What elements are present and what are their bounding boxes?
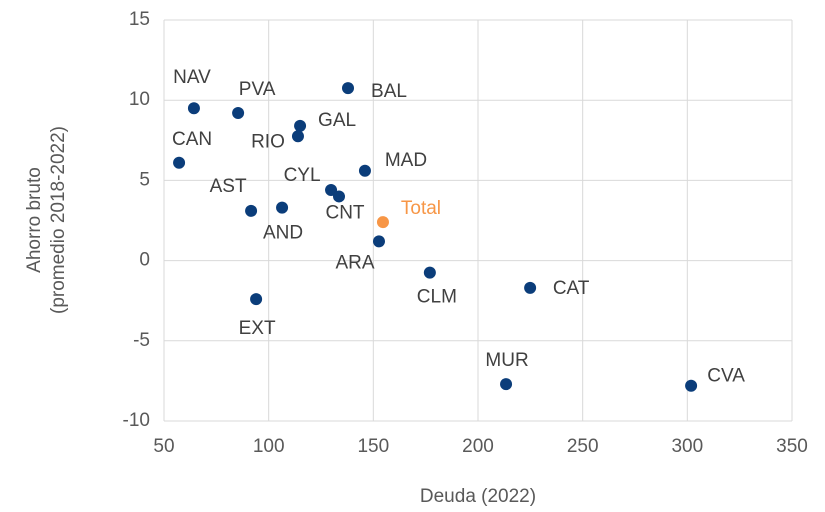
y-axis-label: (promedio 2018-2022)	[48, 126, 69, 314]
y-tick-label: 15	[129, 9, 150, 30]
point	[291, 130, 304, 143]
x-axis-label: Deuda (2022)	[420, 486, 536, 507]
x-tick-label: 300	[671, 436, 703, 457]
point-label: CAT	[553, 278, 590, 299]
x-tick-label: 200	[462, 436, 494, 457]
point-label: CVA	[707, 366, 745, 387]
y-tick-label: 10	[129, 89, 150, 110]
point	[325, 184, 338, 197]
point-label: CNT	[325, 202, 364, 223]
point	[187, 102, 200, 115]
point-label: CAN	[172, 129, 212, 150]
point	[423, 266, 436, 279]
point-label: Total	[401, 198, 441, 219]
point	[500, 378, 513, 391]
x-tick-label: 50	[153, 436, 174, 457]
point-label: ARA	[335, 252, 374, 273]
point	[358, 164, 371, 177]
point	[173, 156, 186, 169]
point-label: MUR	[485, 350, 528, 371]
x-tick-label: 100	[253, 436, 285, 457]
y-tick-label: -5	[133, 330, 150, 351]
point	[685, 379, 698, 392]
point-label: CLM	[417, 287, 457, 308]
point	[376, 216, 389, 229]
point-label: AST	[210, 176, 247, 197]
point-label: PVA	[239, 79, 276, 100]
y-tick-label: 0	[139, 250, 150, 271]
point-label: GAL	[318, 110, 356, 131]
point	[245, 204, 258, 217]
point-label: AND	[263, 223, 303, 244]
point-label: EXT	[239, 318, 276, 339]
x-tick-label: 250	[567, 436, 599, 457]
point	[372, 235, 385, 248]
point-label: NAV	[173, 67, 211, 88]
y-tick-label: 5	[139, 169, 150, 190]
point	[333, 190, 346, 203]
x-tick-label: 150	[357, 436, 389, 457]
x-tick-label: 350	[776, 436, 808, 457]
point-label: RIO	[251, 131, 285, 152]
point-label: BAL	[371, 81, 407, 102]
point	[524, 281, 537, 294]
y-tick-label: -10	[123, 410, 150, 431]
point-label: CYL	[284, 165, 321, 186]
point	[276, 201, 289, 214]
point-label: MAD	[385, 150, 427, 171]
point	[232, 107, 245, 120]
point	[250, 293, 263, 306]
point	[294, 119, 307, 132]
point	[342, 82, 355, 95]
y-axis-label: Ahorro bruto	[24, 167, 45, 273]
